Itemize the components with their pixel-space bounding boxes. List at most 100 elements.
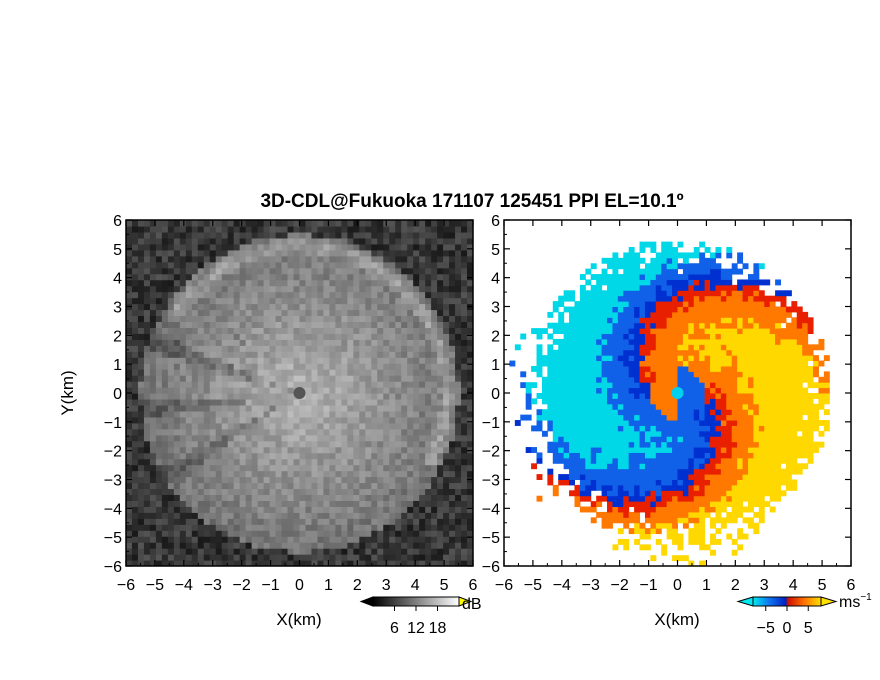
velocity-cell <box>677 290 684 297</box>
velocity-cell <box>607 517 613 524</box>
intensity-cell <box>359 321 366 328</box>
intensity-cell <box>215 279 223 287</box>
intensity-cell <box>317 512 325 519</box>
intensity-cell <box>347 470 354 478</box>
velocity-cell <box>552 457 559 464</box>
intensity-cell <box>126 512 133 519</box>
intensity-cell <box>431 333 438 340</box>
velocity-cell <box>666 365 673 372</box>
velocity-cell <box>628 441 635 448</box>
intensity-cell <box>155 434 163 442</box>
intensity-cell <box>317 470 325 478</box>
intensity-cell <box>203 351 211 358</box>
velocity-cell <box>704 425 711 432</box>
intensity-cell <box>287 428 295 436</box>
velocity-cell <box>677 360 684 367</box>
intensity-cell <box>203 267 211 275</box>
intensity-cell <box>197 261 205 269</box>
intensity-cell <box>449 560 456 566</box>
intensity-cell <box>389 476 396 484</box>
intensity-cell <box>467 524 473 531</box>
velocity-cell <box>547 349 554 356</box>
intensity-cell <box>461 357 468 364</box>
intensity-cell <box>305 327 313 334</box>
intensity-cell <box>239 536 247 543</box>
intensity-cell <box>197 363 205 370</box>
intensity-cell <box>275 261 283 269</box>
intensity-cell <box>467 321 473 328</box>
intensity-cell <box>329 243 336 251</box>
intensity-cell <box>131 500 139 507</box>
intensity-cell <box>233 345 241 352</box>
velocity-cell <box>623 279 630 286</box>
intensity-cell <box>215 309 223 317</box>
intensity-cell <box>335 416 342 424</box>
intensity-cell <box>167 524 175 531</box>
intensity-cell <box>401 231 408 239</box>
intensity-cell <box>179 398 187 406</box>
intensity-cell <box>179 530 187 537</box>
intensity-cell <box>347 351 354 358</box>
intensity-cell <box>215 524 223 531</box>
intensity-cell <box>407 220 414 227</box>
intensity-cell <box>359 548 366 555</box>
velocity-cell <box>623 452 630 459</box>
velocity-cell <box>655 301 662 307</box>
intensity-cell <box>203 530 211 537</box>
intensity-cell <box>359 345 366 352</box>
velocity-cell <box>666 355 673 362</box>
intensity-cell <box>401 387 408 394</box>
intensity-cell <box>377 488 384 496</box>
velocity-cell <box>552 382 559 389</box>
intensity-cell <box>347 560 354 566</box>
velocity-cell <box>661 376 668 383</box>
velocity-cell <box>574 387 581 394</box>
intensity-cell <box>197 422 205 430</box>
velocity-cell <box>666 376 673 383</box>
intensity-cell <box>275 512 283 519</box>
intensity-cell <box>209 273 217 281</box>
velocity-cell <box>672 490 678 497</box>
intensity-cell <box>401 249 408 257</box>
velocity-cell <box>672 295 678 302</box>
velocity-cell <box>607 501 613 508</box>
intensity-cell <box>443 530 450 537</box>
intensity-cell <box>239 279 247 287</box>
intensity-cell <box>383 512 390 519</box>
intensity-cell <box>449 303 456 311</box>
velocity-cell <box>699 484 706 491</box>
intensity-cell <box>149 446 157 454</box>
velocity-cell <box>650 355 657 362</box>
velocity-cell <box>628 463 635 470</box>
intensity-cell <box>299 524 307 531</box>
velocity-cell <box>612 295 619 302</box>
intensity-cell <box>143 387 151 394</box>
velocity-cell <box>661 382 668 389</box>
velocity-cell <box>569 322 575 329</box>
velocity-cell <box>617 457 624 464</box>
intensity-cell <box>377 327 384 334</box>
velocity-cell <box>650 338 657 345</box>
intensity-cell <box>179 249 187 257</box>
intensity-cell <box>389 542 396 549</box>
intensity-cell <box>359 530 366 537</box>
intensity-cell <box>329 369 336 376</box>
intensity-cell <box>143 554 151 561</box>
velocity-cell <box>677 430 684 437</box>
intensity-cell <box>449 261 456 269</box>
intensity-cell <box>359 494 366 501</box>
intensity-cell <box>251 476 259 484</box>
intensity-cell <box>221 500 229 507</box>
intensity-cell <box>215 220 223 227</box>
intensity-cell <box>461 393 468 400</box>
intensity-cell <box>347 536 354 543</box>
velocity-cell <box>699 420 706 426</box>
intensity-cell <box>461 231 468 239</box>
intensity-cell <box>407 542 414 549</box>
intensity-cell <box>293 375 301 382</box>
velocity-cell <box>558 360 565 367</box>
intensity-cell <box>305 285 313 293</box>
velocity-cell <box>558 479 565 486</box>
velocity-cell <box>677 371 684 378</box>
intensity-cell <box>305 369 313 376</box>
